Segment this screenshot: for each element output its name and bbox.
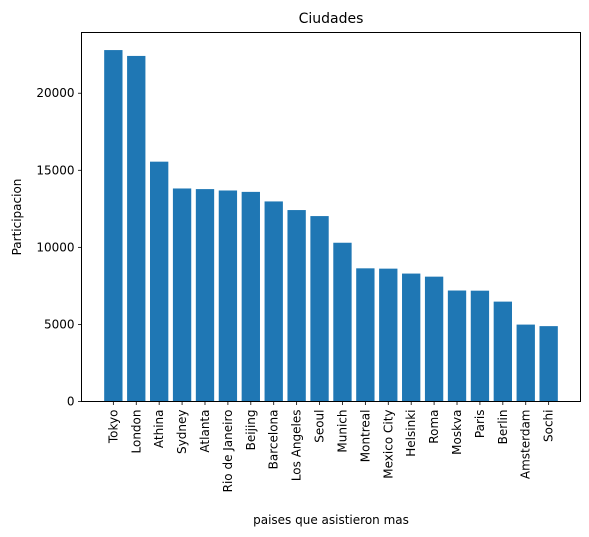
x-tick-label: Sochi <box>542 410 556 443</box>
bar-sydney <box>172 188 192 402</box>
y-tick-label: 15000 <box>36 163 74 177</box>
bar-athina <box>150 161 169 402</box>
x-tick-label: Rio de Janeiro <box>221 410 235 493</box>
y-tick-label: 0 <box>67 395 75 409</box>
x-tick-label: Sydney <box>175 410 189 454</box>
chart-title: Ciudades <box>299 11 364 27</box>
x-tick-label: Munich <box>335 410 349 453</box>
x-tick-label: Paris <box>473 410 487 439</box>
y-tick-label: 10000 <box>36 240 74 254</box>
bar-amsterdam <box>516 324 535 402</box>
x-tick-label: Athina <box>152 410 166 449</box>
bar-barcelona <box>264 201 283 402</box>
bar-sochi <box>539 326 558 402</box>
x-tick-label: Helsinki <box>404 410 418 457</box>
bar-paris <box>470 290 490 402</box>
bar-tokyo <box>104 50 123 402</box>
x-axis: Tokyo London Athina Sydney Atlanta Rio de Jan… <box>106 401 556 493</box>
x-tick-label: Moskva <box>450 410 464 455</box>
bar-london <box>127 55 146 402</box>
x-tick-label: Beijing <box>244 410 258 451</box>
x-tick-label: Los Angeles <box>290 410 304 482</box>
x-tick-label: Montreal <box>358 410 372 463</box>
x-tick-label: Roma <box>427 410 441 444</box>
bars-group <box>104 50 558 402</box>
bar-helsinki <box>402 273 421 402</box>
x-tick-label: Tokyo <box>106 410 120 445</box>
bar-seoul <box>310 216 329 402</box>
x-axis-title: paises que asistieron mas <box>253 513 409 527</box>
y-axis: 0 5000 10000 15000 20000 <box>36 86 82 409</box>
x-tick-label: Barcelona <box>267 410 281 470</box>
x-tick-label: Seoul <box>313 410 327 443</box>
x-tick-label: Atlanta <box>198 410 212 453</box>
y-tick-label: 5000 <box>44 317 75 331</box>
y-tick-label: 20000 <box>36 86 74 100</box>
x-tick-label: London <box>129 410 143 454</box>
x-tick-label: Berlin <box>496 410 510 445</box>
bar-munich <box>333 242 352 402</box>
bar-roma <box>424 276 444 402</box>
y-axis-title: Participacion <box>10 179 24 256</box>
bar-moskva <box>447 290 467 402</box>
bar-berlin <box>493 301 512 402</box>
x-tick-label: Mexico City <box>381 410 395 479</box>
plot-frame <box>81 32 581 402</box>
bar-montreal <box>356 268 375 402</box>
bar-rio-de-janeiro <box>218 190 238 402</box>
bar-beijing <box>241 191 260 402</box>
x-tick-label: Amsterdam <box>519 410 533 480</box>
bar-atlanta <box>195 189 215 402</box>
bar-los-angeles <box>287 210 306 402</box>
bar-mexico-city <box>379 268 398 402</box>
